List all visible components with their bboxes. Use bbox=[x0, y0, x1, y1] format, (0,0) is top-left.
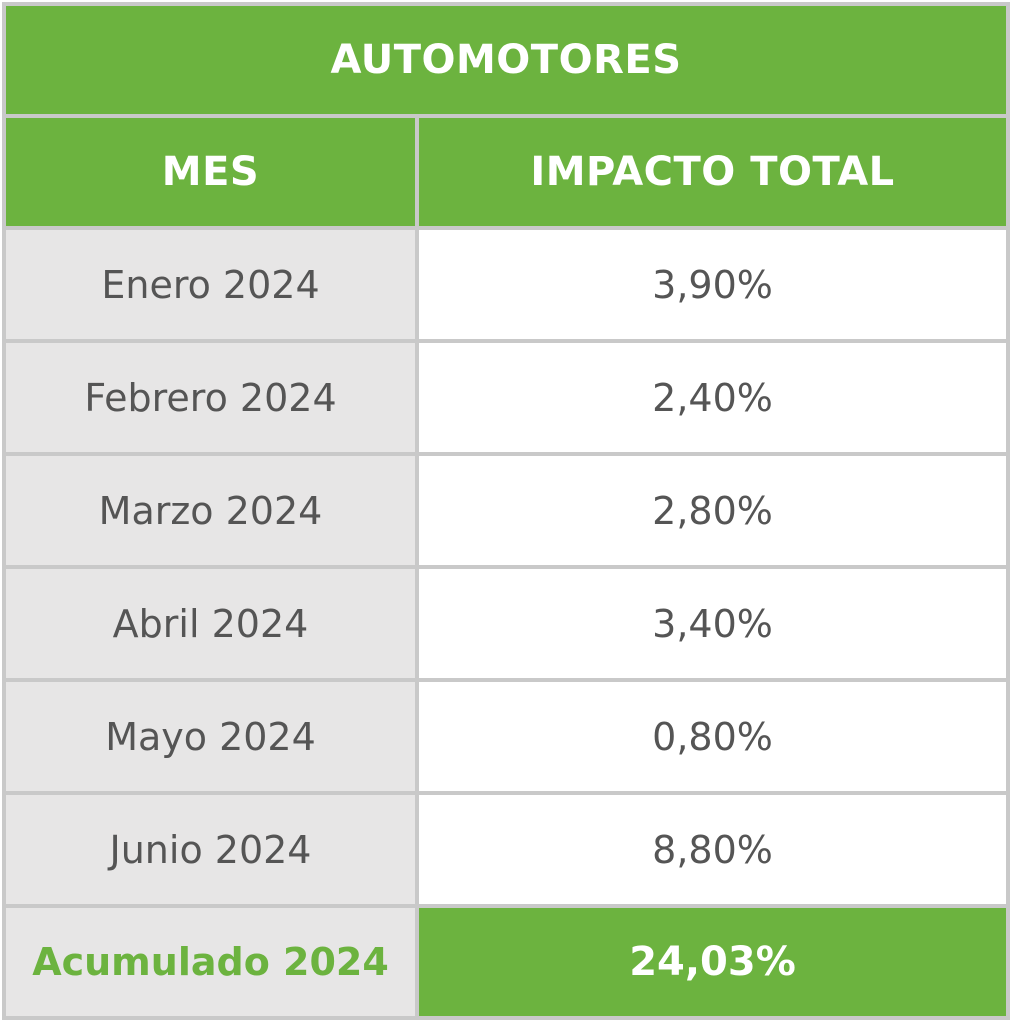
header-month: MES bbox=[6, 118, 415, 226]
table-row-month: Mayo 2024 bbox=[6, 682, 415, 791]
table-row-impact: 0,80% bbox=[419, 682, 1006, 791]
table-row-impact: 8,80% bbox=[419, 795, 1006, 904]
total-value: 24,03% bbox=[419, 908, 1006, 1016]
table-row-impact: 2,80% bbox=[419, 456, 1006, 565]
header-impact: IMPACTO TOTAL bbox=[419, 118, 1006, 226]
table-row-month: Abril 2024 bbox=[6, 569, 415, 678]
table-row-month: Junio 2024 bbox=[6, 795, 415, 904]
table-row-month: Marzo 2024 bbox=[6, 456, 415, 565]
table-row-impact: 3,90% bbox=[419, 230, 1006, 339]
table-row-month: Enero 2024 bbox=[6, 230, 415, 339]
table-row-impact: 2,40% bbox=[419, 343, 1006, 452]
table-row-impact: 3,40% bbox=[419, 569, 1006, 678]
table-row-month: Febrero 2024 bbox=[6, 343, 415, 452]
table-title: AUTOMOTORES bbox=[6, 6, 1006, 114]
total-label: Acumulado 2024 bbox=[6, 908, 415, 1016]
